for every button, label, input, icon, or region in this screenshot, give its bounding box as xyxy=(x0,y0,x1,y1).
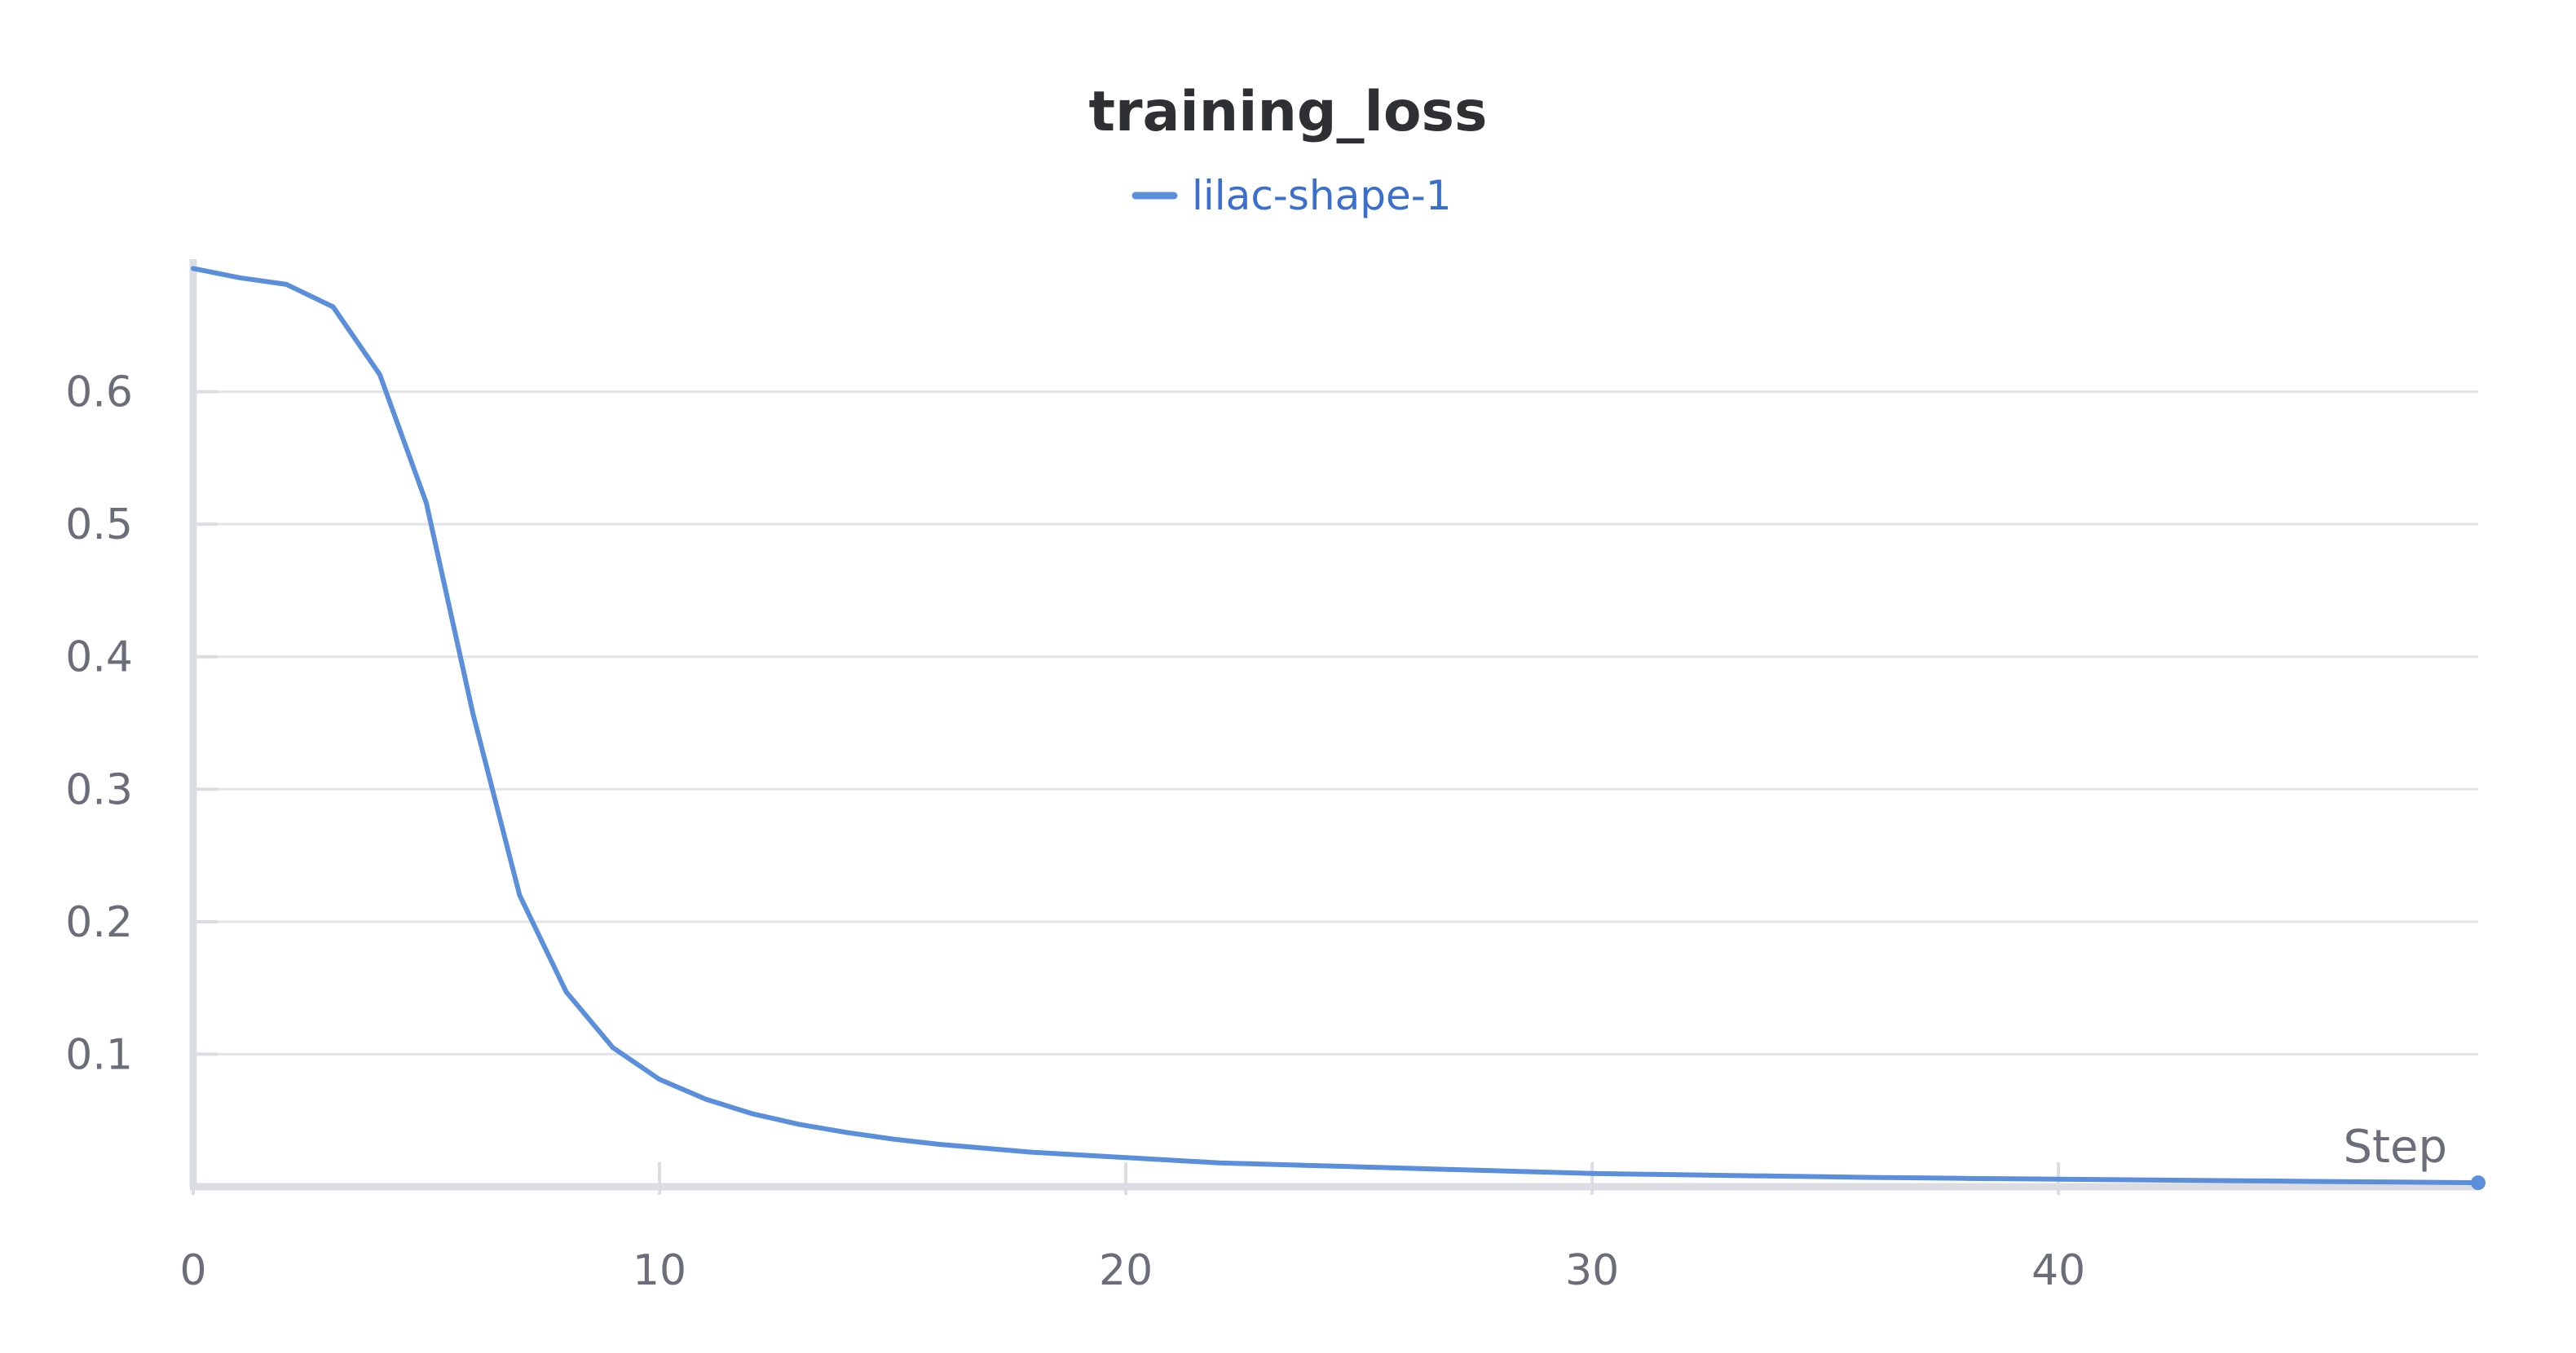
x-tick-label: 10 xyxy=(633,1246,686,1295)
x-tick-label: 20 xyxy=(1099,1246,1153,1295)
x-ticks: 0 10 20 30 40 xyxy=(179,1162,2085,1295)
series-endpoint[interactable] xyxy=(2471,1175,2486,1191)
legend-label: lilac-shape-1 xyxy=(1192,172,1452,219)
y-tick-label: 0.6 xyxy=(65,368,133,417)
x-tick-label: 0 xyxy=(179,1246,206,1295)
x-tick-label: 40 xyxy=(2031,1246,2085,1295)
y-tick-label: 0.3 xyxy=(65,765,133,814)
legend[interactable]: lilac-shape-1 xyxy=(1131,172,1452,219)
y-tick-label: 0.2 xyxy=(65,898,133,947)
chart-title: training_loss xyxy=(1088,80,1487,144)
y-ticks: 0.1 0.2 0.3 0.4 0.5 0.6 xyxy=(65,368,218,1079)
x-tick-label: 30 xyxy=(1565,1246,1619,1295)
series-line-lilac-shape-1[interactable] xyxy=(191,266,2481,1186)
grid xyxy=(193,390,2478,1056)
y-tick-label: 0.5 xyxy=(65,500,133,549)
y-tick-label: 0.1 xyxy=(65,1030,133,1079)
y-tick-label: 0.4 xyxy=(65,633,133,682)
x-axis-label: Step xyxy=(2343,1121,2447,1174)
